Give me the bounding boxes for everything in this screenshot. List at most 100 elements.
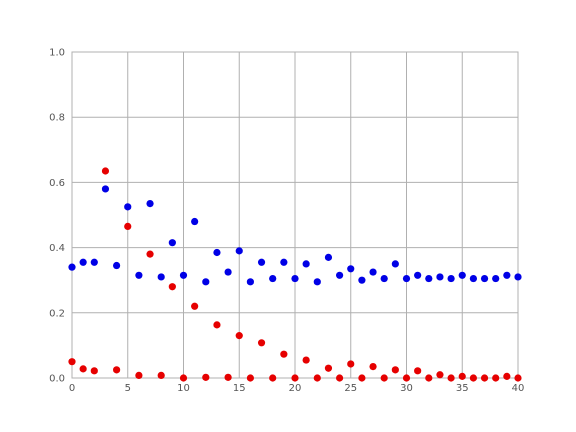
data-point-series-1 (191, 217, 199, 226)
data-point-series-1 (269, 274, 277, 283)
data-point-series-1 (246, 278, 254, 286)
data-point-series-1 (179, 271, 188, 279)
data-point-series-1 (402, 274, 411, 283)
data-point-series-1 (480, 274, 489, 283)
data-point-series-2 (79, 365, 87, 373)
data-point-series-2 (191, 302, 199, 310)
data-point-series-1 (280, 258, 288, 266)
data-point-series-2 (492, 374, 500, 382)
data-point-series-1 (157, 273, 165, 281)
data-point-series-2 (324, 364, 333, 372)
data-point-series-2 (458, 372, 466, 380)
data-point-series-1 (313, 278, 321, 286)
data-point-series-1 (425, 274, 433, 283)
data-point-series-1 (135, 271, 143, 279)
data-point-series-1 (90, 258, 98, 266)
data-point-series-2 (313, 374, 321, 382)
data-point-series-2 (380, 374, 388, 382)
data-point-series-2 (336, 374, 344, 382)
data-point-series-1 (168, 239, 176, 247)
data-point-series-2 (124, 222, 132, 231)
data-point-series-1 (124, 203, 132, 211)
data-point-series-1 (68, 263, 76, 271)
data-point-series-2 (135, 371, 143, 379)
data-point-series-2 (224, 373, 232, 381)
data-point-series-2 (179, 374, 188, 382)
grid (71, 51, 519, 379)
x-tick-label: 30 (400, 383, 413, 394)
data-point-series-2 (257, 339, 266, 347)
data-point-series-2 (202, 373, 210, 381)
data-point-series-2 (68, 358, 76, 366)
data-point-series-1 (224, 268, 232, 276)
data-point-series-2 (291, 374, 299, 382)
data-point-series-2 (447, 374, 455, 382)
data-point-series-2 (269, 374, 277, 382)
data-point-series-1 (213, 248, 221, 257)
x-tick-label: 15 (233, 383, 246, 394)
data-point-series-2 (480, 374, 489, 382)
data-point-series-2 (514, 374, 522, 382)
data-point-series-2 (113, 366, 121, 374)
data-point-series-1 (291, 274, 299, 283)
axis-ticks: 0 5 10 15 20 25 30 35 40 0.0 0.2 0.4 0.6 0.8 1.0 (49, 48, 524, 395)
data-point-series-1 (369, 268, 377, 276)
x-tick-label: 25 (344, 383, 357, 394)
data-point-series-1 (503, 271, 511, 279)
data-point-series-2 (503, 372, 511, 380)
data-point-series-2 (391, 366, 399, 374)
data-point-series-1 (436, 273, 444, 281)
data-point-series-1 (336, 271, 344, 279)
data-point-series-2 (246, 374, 254, 382)
data-point-series-2 (414, 367, 422, 375)
y-tick-label: 1.0 (49, 48, 65, 59)
data-point-series-1 (113, 261, 121, 270)
y-tick-label: 0.8 (49, 113, 65, 124)
data-point-series-1 (235, 247, 243, 255)
data-point-series-2 (302, 356, 310, 364)
data-point-series-1 (469, 274, 477, 283)
x-tick-label: 40 (512, 383, 525, 394)
data-point-series-1 (447, 274, 455, 283)
data-points (68, 167, 522, 382)
data-point-series-1 (79, 258, 87, 266)
data-point-series-2 (157, 371, 165, 379)
data-point-series-2 (358, 374, 366, 382)
data-point-series-2 (469, 374, 477, 382)
data-point-series-1 (347, 265, 355, 273)
data-point-series-1 (324, 253, 333, 261)
data-point-series-1 (146, 199, 154, 208)
data-point-series-2 (168, 283, 176, 291)
data-point-series-2 (101, 167, 110, 175)
x-tick-label: 0 (69, 383, 75, 394)
x-tick-label: 35 (456, 383, 469, 394)
data-point-series-2 (436, 371, 444, 379)
data-point-series-1 (391, 260, 399, 268)
data-point-series-2 (369, 362, 377, 371)
data-point-series-1 (358, 276, 366, 284)
data-point-series-1 (380, 274, 388, 283)
data-point-series-1 (257, 258, 266, 266)
data-point-series-2 (146, 250, 154, 258)
data-point-series-2 (425, 374, 433, 382)
data-point-series-1 (302, 260, 310, 268)
data-point-series-2 (235, 332, 243, 340)
data-point-series-1 (101, 185, 110, 193)
y-tick-label: 0.6 (49, 178, 65, 189)
x-tick-label: 20 (289, 383, 302, 394)
data-point-series-2 (347, 360, 355, 368)
data-point-series-1 (514, 273, 522, 281)
x-tick-label: 10 (177, 383, 190, 394)
data-point-series-1 (202, 278, 210, 286)
y-tick-label: 0.0 (49, 374, 65, 385)
data-point-series-2 (213, 321, 221, 329)
data-point-series-2 (402, 374, 411, 382)
y-tick-label: 0.4 (49, 243, 65, 254)
data-point-series-2 (90, 367, 98, 375)
data-point-series-1 (492, 274, 500, 283)
data-point-series-2 (280, 350, 288, 358)
data-point-series-1 (414, 271, 422, 279)
x-tick-label: 5 (125, 383, 131, 394)
data-point-series-1 (458, 271, 466, 279)
